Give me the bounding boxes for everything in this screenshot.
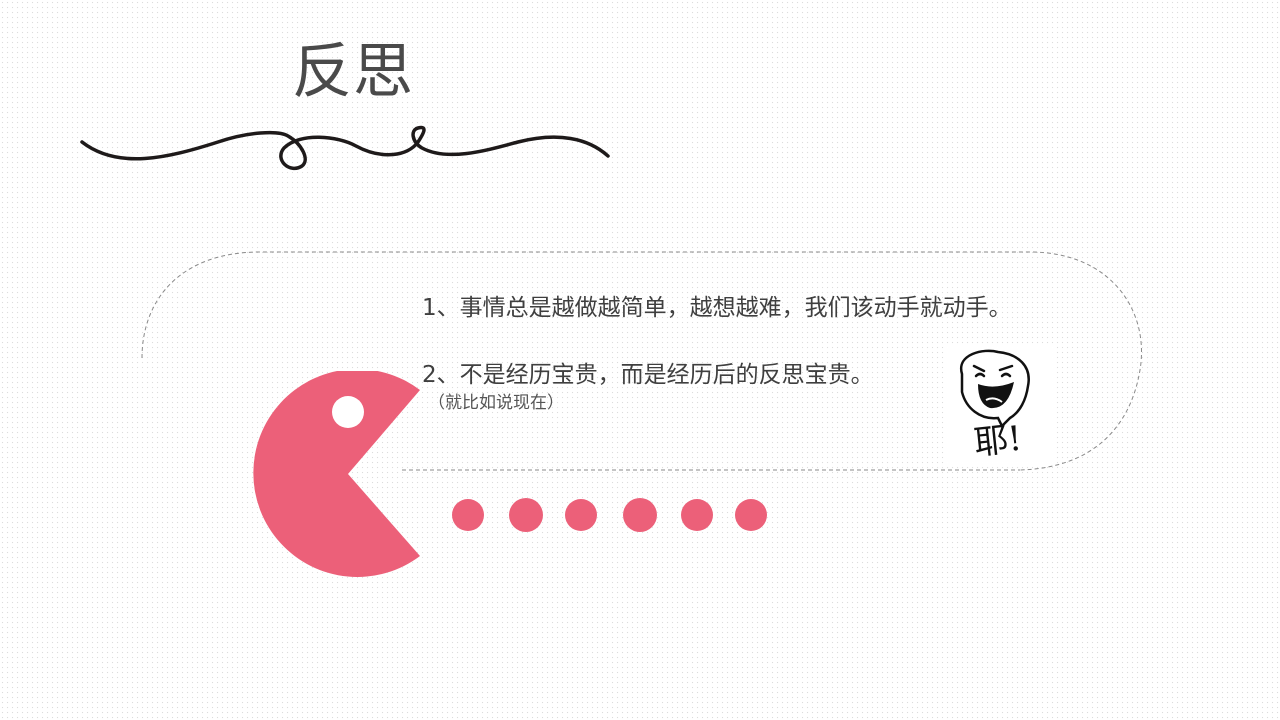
pacman-icon (253, 371, 420, 577)
pellet-icon (452, 499, 484, 531)
speech-bubble-outline (141, 251, 1142, 471)
pellet-icon (623, 498, 657, 532)
face-caption: 耶! (972, 418, 1024, 464)
point-1: 1、事情总是越做越简单，越想越难，我们该动手就动手。 (422, 295, 1012, 321)
laughing-face-icon: 耶! (944, 344, 1056, 464)
squiggle-decoration (80, 125, 610, 170)
slide-title: 反思 (292, 37, 414, 107)
pellet-icon (565, 499, 597, 531)
pellet-icon (681, 499, 713, 531)
point-2: 2、不是经历宝贵，而是经历后的反思宝贵。 (422, 362, 874, 388)
pellet-icon (509, 498, 543, 532)
point-2-note: （就比如说现在） (428, 393, 564, 413)
pellet-icon (735, 499, 767, 531)
